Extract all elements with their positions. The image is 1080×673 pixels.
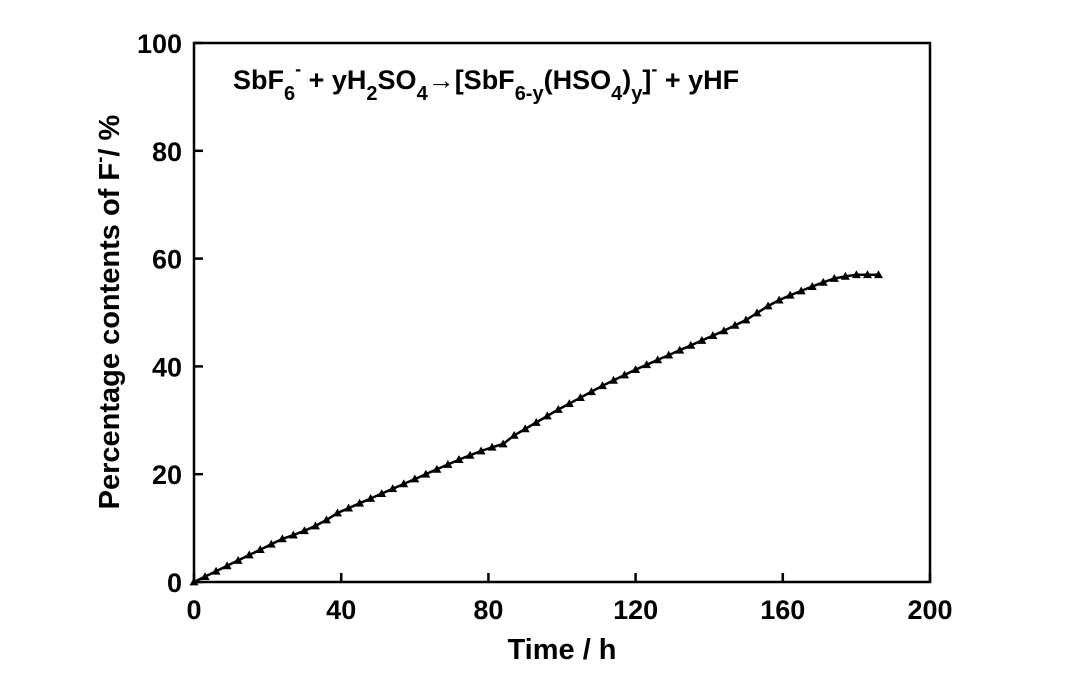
- x-axis-title: Time / h: [507, 634, 616, 666]
- data-point: [299, 526, 309, 535]
- data-point: [432, 464, 442, 473]
- data-point: [454, 455, 464, 464]
- data-point: [476, 446, 486, 455]
- data-point: [531, 417, 541, 426]
- data-point: [520, 424, 530, 433]
- data-point: [542, 411, 552, 420]
- data-point: [421, 469, 431, 478]
- data-point: [355, 498, 365, 507]
- data-point: [719, 326, 729, 335]
- data-point: [763, 301, 773, 310]
- data-point: [266, 539, 276, 548]
- y-tick-label: 40: [152, 352, 182, 382]
- series-line: [193, 273, 879, 584]
- data-point: [388, 484, 398, 493]
- data-point: [620, 370, 630, 379]
- y-tick-label: 0: [167, 568, 182, 598]
- data-point: [785, 290, 795, 299]
- data-point: [277, 534, 287, 543]
- data-point: [564, 399, 574, 407]
- data-point: [807, 282, 817, 291]
- data-point: [344, 503, 354, 512]
- y-axis-title: Percentage contents of F-/ %: [90, 114, 126, 509]
- x-tick-label: 120: [613, 595, 658, 625]
- data-point: [708, 331, 718, 340]
- data-point: [840, 271, 850, 280]
- x-tick-label: 80: [473, 595, 503, 625]
- data-point: [244, 550, 254, 559]
- y-tick-label: 80: [152, 137, 182, 167]
- data-point: [631, 365, 641, 374]
- data-point: [586, 387, 596, 396]
- data-point: [741, 315, 751, 324]
- data-point: [509, 430, 519, 439]
- reaction-annotation: SbF6- + yH2SO4→[SbF6-y(HSO4)y]- + yHF: [233, 59, 739, 105]
- data-point: [189, 577, 199, 586]
- data-point: [310, 521, 320, 530]
- data-series: [189, 270, 883, 586]
- data-point: [752, 308, 762, 317]
- y-axis-title-unit: / %: [94, 114, 126, 156]
- y-tick-label: 60: [152, 245, 182, 275]
- x-tick-label: 160: [760, 595, 805, 625]
- data-point: [487, 442, 497, 451]
- data-point: [697, 336, 707, 344]
- x-tick-label: 0: [186, 595, 201, 625]
- x-tick-label: 40: [326, 595, 356, 625]
- data-point: [686, 340, 696, 349]
- plot-frame: [192, 41, 932, 584]
- data-point: [211, 566, 221, 575]
- data-point: [829, 274, 839, 282]
- data-point: [873, 270, 883, 279]
- data-point: [575, 393, 585, 402]
- data-point: [222, 561, 232, 570]
- data-point: [498, 439, 508, 448]
- data-point: [664, 350, 674, 359]
- data-point: [410, 474, 420, 483]
- y-axis-title-main: Percentage contents of F: [94, 163, 126, 509]
- data-point: [642, 360, 652, 369]
- data-point: [851, 270, 861, 279]
- data-point: [465, 450, 475, 459]
- data-point: [321, 515, 331, 524]
- data-point: [366, 493, 376, 502]
- data-point: [377, 489, 387, 497]
- data-point: [399, 479, 409, 488]
- x-tick-label: 200: [907, 595, 952, 625]
- data-point: [818, 277, 828, 286]
- data-point: [443, 459, 453, 468]
- svg-text:Percentage contents of F-/ %: Percentage contents of F-/ %: [90, 114, 126, 509]
- data-point: [862, 270, 872, 279]
- axis-ticks: 0 40 80 120 160 200 0 20 40 60 80 100: [137, 29, 953, 625]
- data-point: [255, 545, 265, 554]
- data-point: [233, 555, 243, 564]
- y-axis-title-superscript: -: [90, 157, 111, 163]
- data-point: [288, 530, 298, 539]
- data-point: [333, 508, 343, 517]
- data-point: [553, 405, 563, 413]
- data-point: [730, 320, 740, 329]
- data-point: [200, 572, 210, 580]
- data-point: [597, 381, 607, 390]
- data-point: [609, 375, 619, 384]
- data-point: [653, 355, 663, 364]
- y-tick-label: 100: [137, 29, 182, 59]
- data-point: [774, 295, 784, 304]
- data-point: [675, 345, 685, 354]
- y-tick-label: 20: [152, 460, 182, 490]
- data-point: [796, 286, 806, 295]
